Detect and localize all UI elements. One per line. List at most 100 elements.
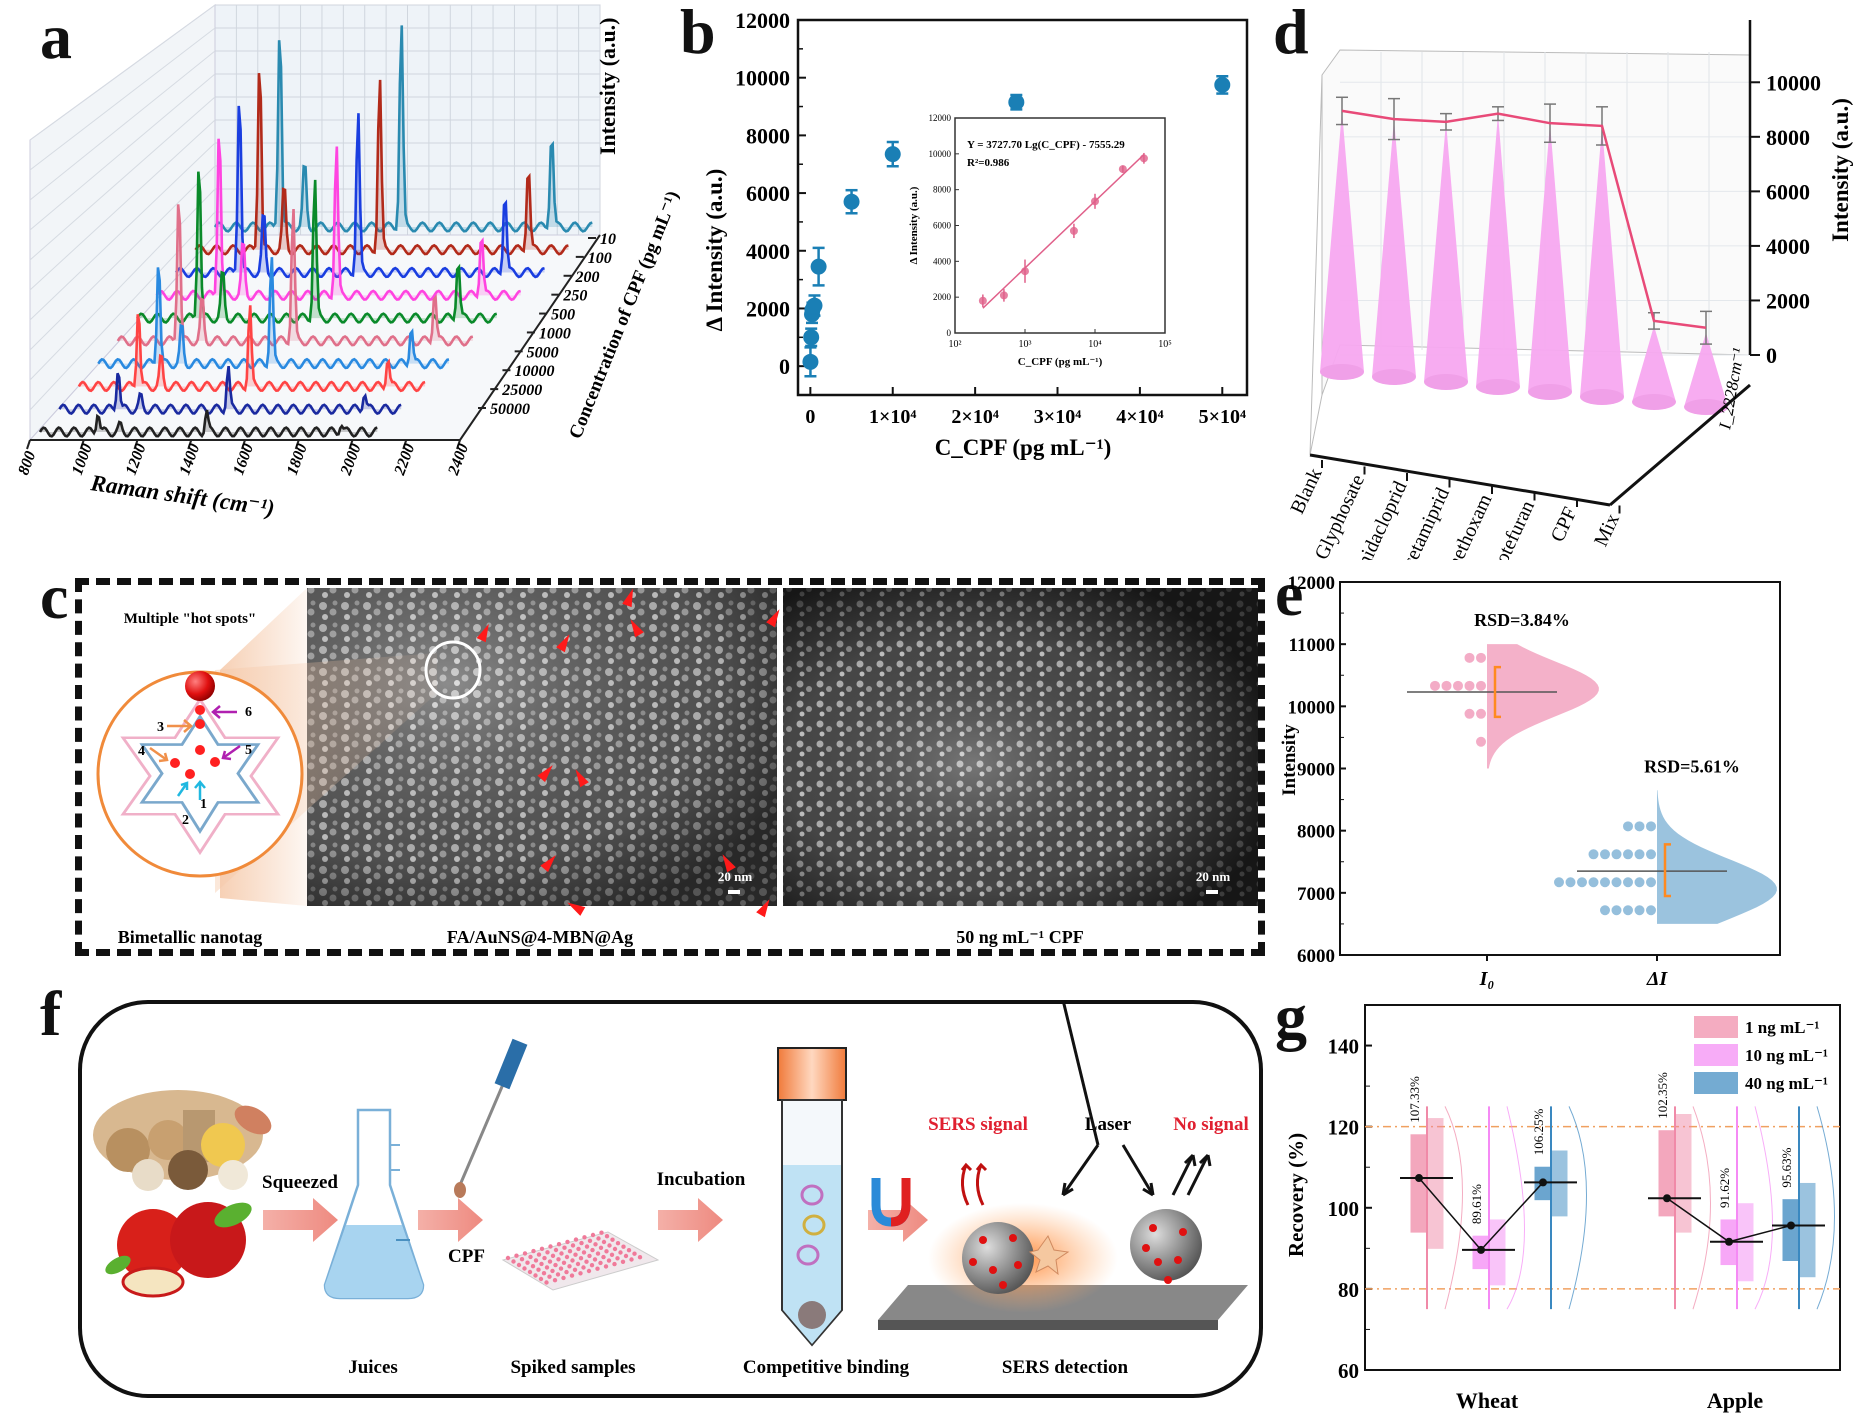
well [598,1260,603,1266]
mean-connector [1666,1197,1792,1243]
well [570,1258,575,1263]
data-dot [1476,652,1486,663]
red-arrow [756,899,770,918]
well [590,1247,595,1253]
inset-y-tick-label: 4000 [933,256,952,266]
well [552,1278,558,1283]
hot-spot-dots [170,705,220,779]
sem-image-cpf [783,588,1258,906]
well [561,1260,567,1265]
inset-y-tick-label: 12000 [929,113,952,123]
legend-swatch [1694,1016,1738,1038]
red-arrow [567,902,586,916]
mean-connector [1418,1177,1544,1252]
inset-equation: Y = 3727.70 Lg(C_CPF) - 7555.29 [967,139,1125,151]
data-dot [1611,905,1622,916]
well [599,1230,604,1235]
well [538,1276,544,1282]
legend-swatch [1694,1072,1738,1094]
inset-y-tick-label: 8000 [933,185,952,195]
well [545,1250,550,1255]
x-category-label: Apple [1707,1388,1763,1413]
grid-line [29,4,216,141]
red-arrow [476,623,489,643]
x-tick-label: 4×10⁴ [1116,406,1163,428]
well [562,1245,567,1250]
well [612,1246,618,1252]
hot-spot-numbers: 1 2 3 4 5 6 [138,705,252,828]
label-juices: Juices [348,1357,398,1378]
sd-bracket [1663,843,1671,898]
well [615,1256,620,1261]
panel-label-b: b [680,0,716,67]
y-tick-label: 120 [1328,1116,1360,1140]
well [569,1273,575,1278]
violin-0 [1487,644,1599,769]
inset-x-tick-label: 10⁴ [1088,339,1102,350]
well [561,1275,566,1281]
scale-bar-2 [1206,890,1218,894]
x-tick-label: 1400 [176,441,203,477]
histogram-2 [1798,1182,1816,1278]
cpf-label: CPF [448,1246,485,1267]
nanotag-dot [1154,1258,1162,1266]
well [547,1274,552,1279]
x-tick-label: 1200 [123,441,150,477]
y-tick-label: 10000 [735,66,790,91]
legend-label: 10 ng mL⁻¹ [1745,1046,1828,1065]
z-tick-label: 1000 [539,325,571,342]
svg-text:1: 1 [200,797,207,812]
well [528,1254,533,1260]
well [575,1261,581,1267]
hot-spots-title: Multiple "hot spots" [124,611,257,627]
density-curve [1506,1106,1525,1310]
sers-signal-label: SERS signal [928,1114,1028,1135]
well [533,1273,538,1278]
density-curve [1568,1106,1587,1310]
svg-text:4: 4 [138,744,145,759]
cone-base [1632,394,1676,410]
grid-line [29,165,216,351]
well [573,1237,579,1242]
well [595,1266,600,1271]
gold-nanostar [1028,1234,1070,1276]
data-dot [1464,680,1475,691]
well [579,1240,584,1246]
z-tick-label: 100 [588,250,612,267]
red-arrow [722,854,736,873]
chart-b: 0 2000 4000 6000 8000 10000 12000 0 1×10⁴ 2×10⁴ 3×… [702,8,1249,460]
well [581,1250,587,1255]
data-dot [1600,905,1610,916]
well [553,1262,558,1268]
svg-text:5: 5 [245,743,252,758]
panel-label-c: c [40,561,69,632]
grid-line [29,27,216,171]
inset-y-tick-label: 10000 [929,149,952,159]
nanotag-dot [1009,1234,1017,1242]
y-tick-label: 140 [1328,1035,1360,1059]
inset-y-tick-label: 2000 [933,292,952,302]
nanotag-dot [979,1236,987,1244]
panel-label-f: f [40,978,62,1049]
well [637,1255,643,1260]
histogram-0 [1674,1114,1692,1233]
well [570,1243,576,1248]
well [527,1269,533,1275]
mean-line [1341,109,1707,329]
chart-b-ylabel: Δ Intensity (a.u.) [702,169,727,332]
cone-Blank [1320,110,1364,372]
grid-line [29,73,216,231]
data-point [806,297,823,314]
inset-r2: R²=0.986 [967,157,1010,169]
chart-e: 6000 7000 8000 9000 10000 11000 12000 I₀ RSD=3.8… [1279,573,1781,990]
grid-line [29,96,216,261]
cone-Glyphosate [1372,119,1416,377]
histogram-1 [1488,1219,1506,1286]
x-tick-label: 2000 [337,441,364,478]
well [556,1257,561,1262]
panel-label-e: e [1275,558,1304,629]
y-tick-label: 12000 [735,8,790,33]
panel-f-frame [78,1000,1263,1398]
recovery-label: 89.61% [1469,1184,1484,1224]
